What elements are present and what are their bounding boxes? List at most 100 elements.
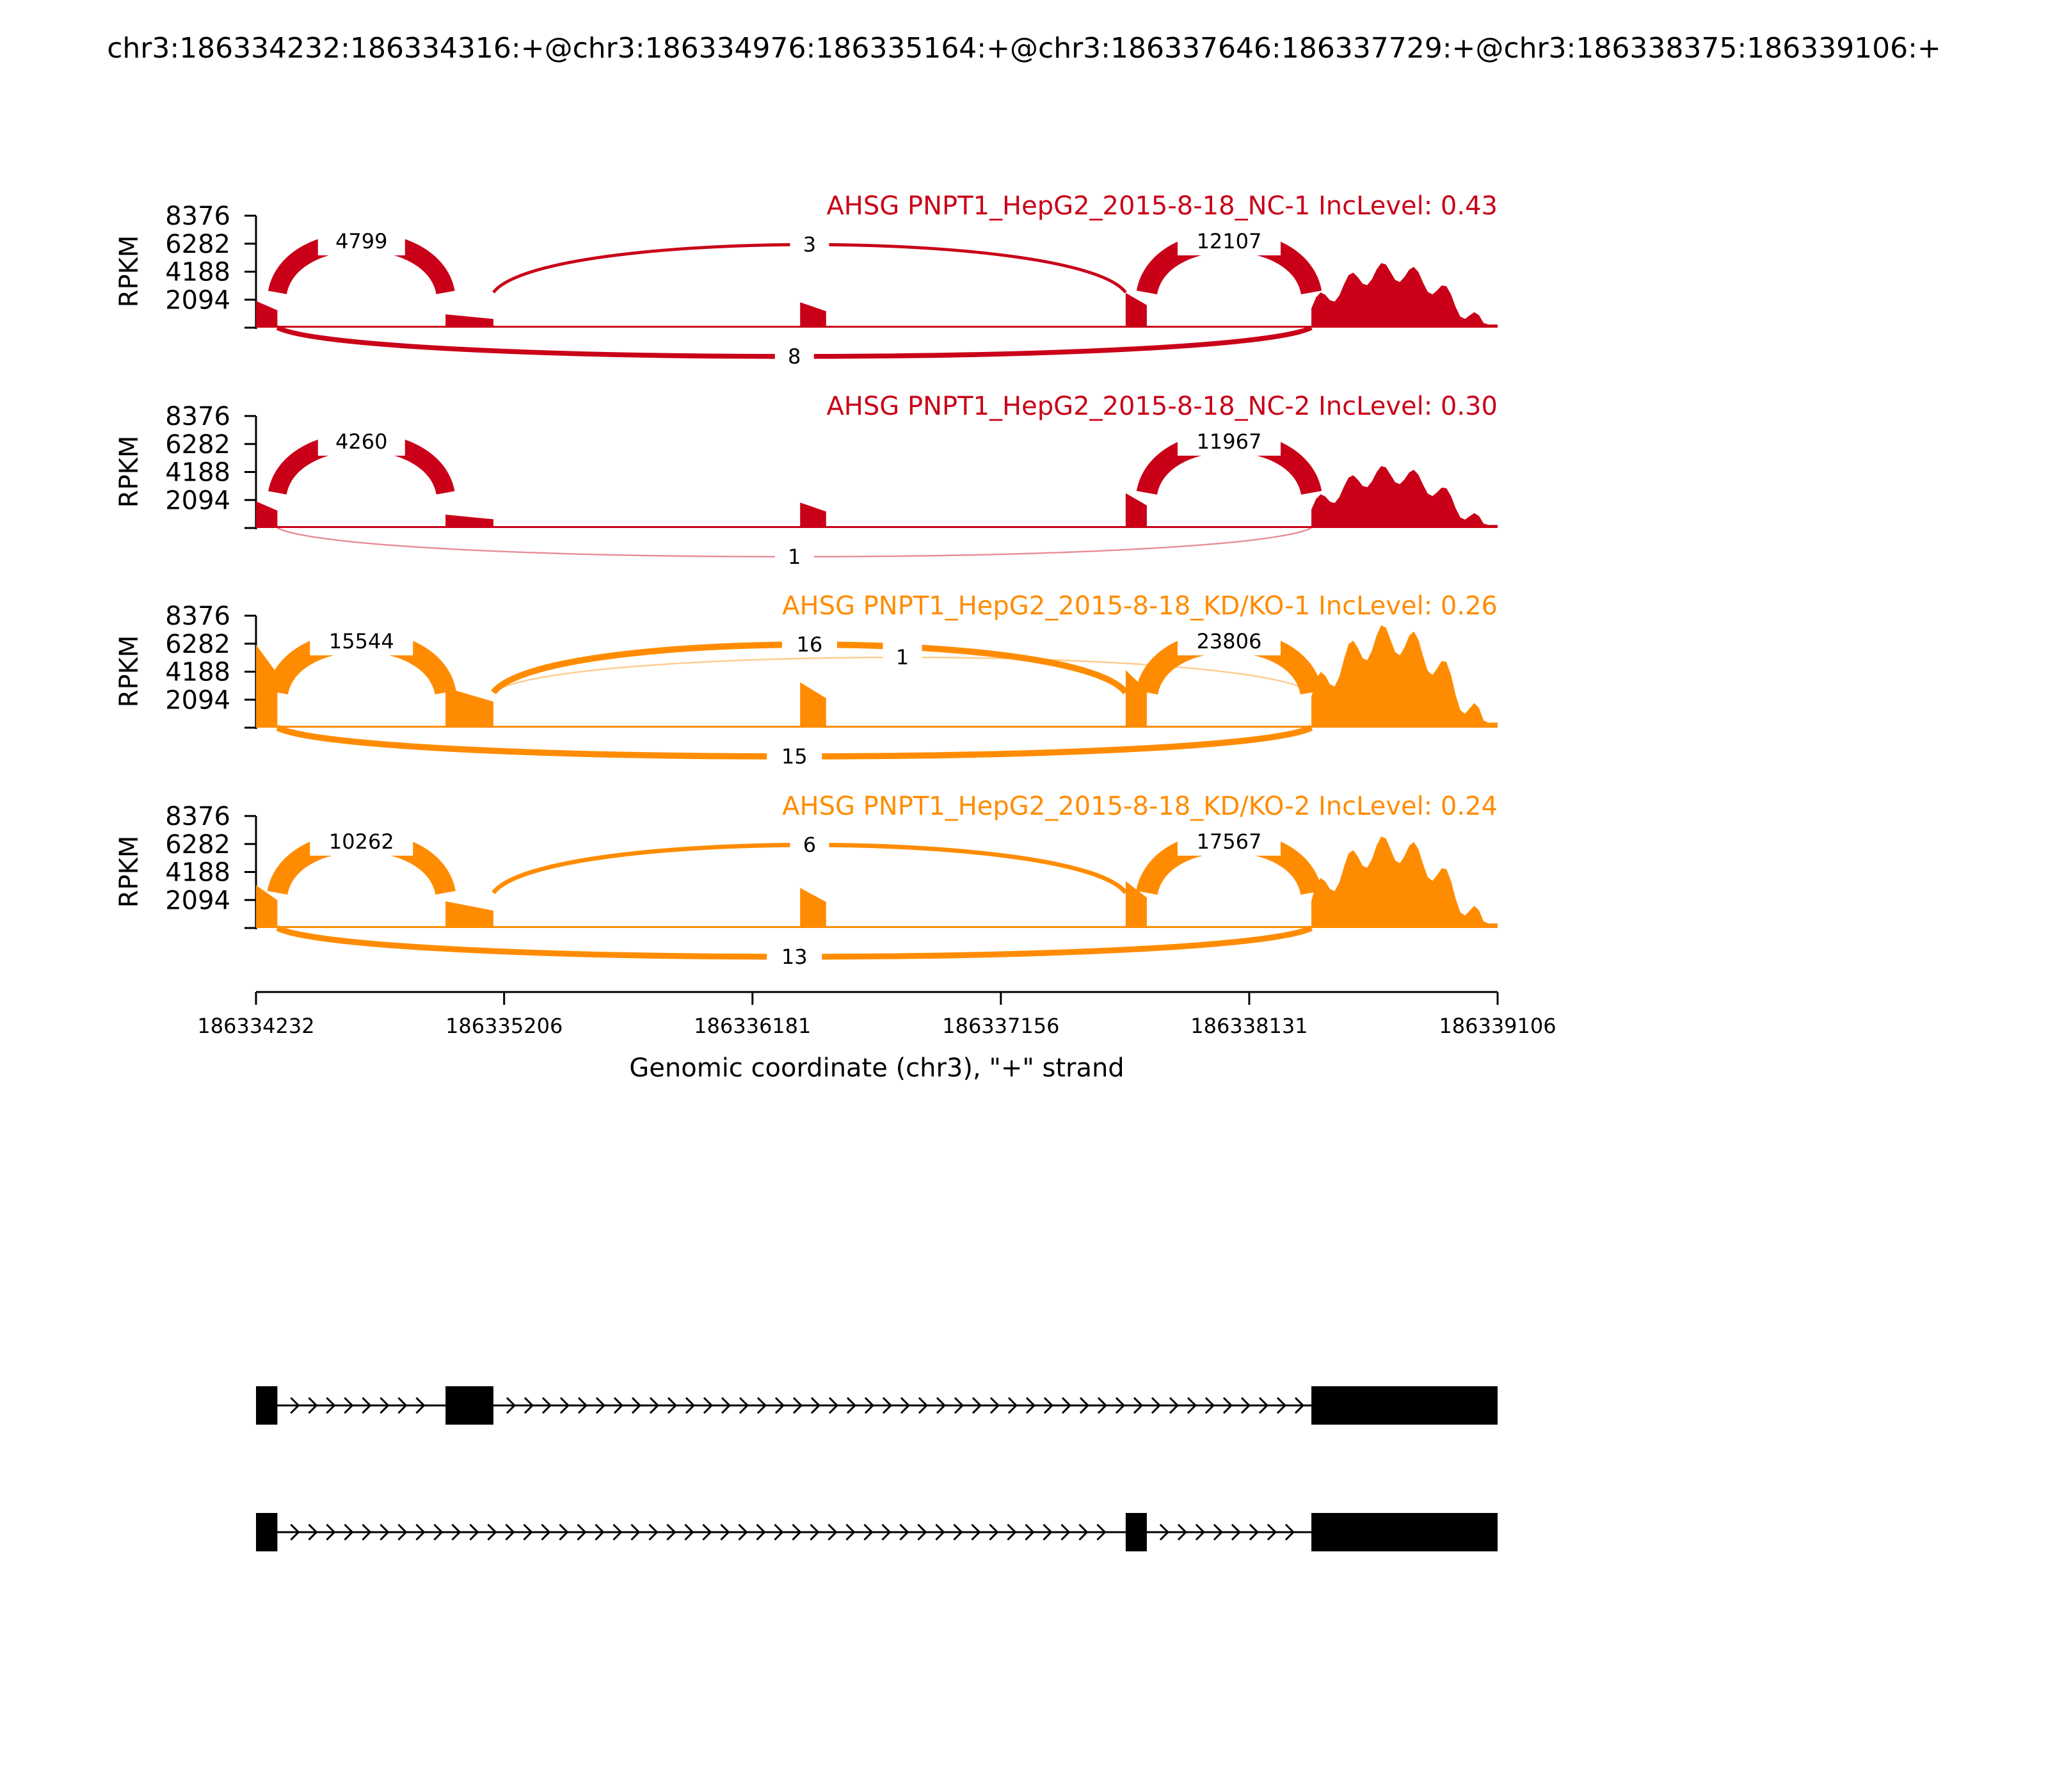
strand-arrow (810, 1396, 821, 1414)
coverage-area (800, 502, 826, 528)
exon-block (256, 1513, 278, 1551)
strand-arrow (415, 1523, 426, 1541)
coverage-baseline (256, 526, 1498, 528)
y-axis-label: RPKM (115, 436, 144, 508)
coverage-area (256, 644, 278, 728)
junction-label-bg (790, 228, 829, 259)
junction-label: 1 (788, 545, 801, 569)
strand-arrow (308, 1396, 318, 1414)
strand-arrow (326, 1523, 336, 1541)
strand-arrow (756, 1396, 767, 1414)
strand-arrow (1007, 1396, 1018, 1414)
series-title: AHSG PNPT1_HepG2_2015-8-18_KD/KO-2 IncLe… (782, 792, 1498, 821)
strand-arrow (702, 1523, 712, 1541)
coverage-area (800, 888, 826, 928)
coverage-area (445, 515, 493, 528)
junction-label: 4260 (335, 429, 387, 454)
junction-label-bg (310, 825, 413, 856)
strand-arrow (1195, 1523, 1206, 1541)
y-axis-label: RPKM (115, 236, 144, 308)
y-axis-label: RPKM (115, 836, 144, 908)
isoform-tracks (256, 1386, 1498, 1551)
y-tick-label: 6282 (165, 230, 230, 259)
exon-block (1311, 1513, 1498, 1551)
strand-arrow (738, 1523, 748, 1541)
coverage-area (1311, 625, 1498, 728)
strand-arrow (612, 1523, 623, 1541)
strand-arrow (1276, 1396, 1287, 1414)
strand-arrow (344, 1523, 354, 1541)
junction-label: 13 (781, 945, 808, 969)
strand-arrow (1097, 1396, 1108, 1414)
strand-arrow (864, 1396, 875, 1414)
x-axis: 186334232 186335206 186336181 186337156 1863… (197, 991, 1556, 1038)
strand-arrow (954, 1396, 964, 1414)
strand-arrow (882, 1396, 893, 1414)
y-tick-label: 2094 (165, 685, 230, 715)
exon-block (1125, 1513, 1147, 1551)
strand-arrow (935, 1523, 945, 1541)
strand-arrow (559, 1523, 569, 1541)
strand-arrow (397, 1396, 408, 1414)
x-tick-label: 186335206 (445, 1014, 563, 1038)
series-title: AHSG PNPT1_HepG2_2015-8-18_KD/KO-1 IncLe… (782, 591, 1498, 621)
strand-arrow (1061, 1396, 1072, 1414)
y-tick-label: 6282 (165, 430, 230, 460)
strand-arrow (397, 1523, 408, 1541)
strand-arrow (792, 1396, 803, 1414)
junction-label: 10262 (329, 829, 394, 854)
strand-arrow (1177, 1523, 1188, 1541)
y-tick-label: 8376 (165, 802, 230, 831)
junction-label: 17567 (1197, 829, 1262, 854)
junction-label-bg (1177, 825, 1281, 856)
strand-arrow (290, 1396, 300, 1414)
strand-arrow (845, 1523, 856, 1541)
coverage-area (1125, 493, 1147, 528)
coverage-area (445, 901, 493, 928)
junction-label-bg (1177, 225, 1281, 255)
strand-arrow (936, 1396, 947, 1414)
strand-arrow (685, 1396, 696, 1414)
junction-label-bg (774, 340, 814, 371)
y-tick-label: 4188 (165, 458, 230, 488)
strand-arrow (523, 1523, 533, 1541)
strand-arrow (631, 1396, 642, 1414)
strand-arrow (506, 1396, 516, 1414)
y-tick-label: 4188 (165, 658, 230, 687)
junction-label-bg (883, 641, 922, 671)
strand-arrow (846, 1396, 857, 1414)
strand-arrow (613, 1396, 624, 1414)
junction-label-bg (1177, 425, 1281, 456)
strand-arrow (863, 1523, 874, 1541)
x-axis-label: Genomic coordinate (chr3), "+" strand (629, 1053, 1124, 1083)
x-tick-label: 186334232 (197, 1014, 314, 1038)
strand-arrow (1213, 1523, 1224, 1541)
strand-arrow (1169, 1396, 1180, 1414)
y-tick-label: 2094 (165, 285, 230, 315)
strand-arrow (899, 1523, 909, 1541)
coverage-area (445, 314, 493, 328)
coverage-area (1125, 670, 1147, 728)
strand-arrow (703, 1396, 714, 1414)
coverage-area (1125, 881, 1147, 928)
exon-block (1311, 1386, 1498, 1425)
y-tick-label: 6282 (165, 630, 230, 659)
strand-arrow (649, 1396, 660, 1414)
y-axis-label: RPKM (115, 636, 144, 708)
y-tick-label: 4188 (165, 258, 230, 287)
coverage-area (800, 302, 826, 328)
strand-arrow (720, 1523, 730, 1541)
coverage-baseline (256, 926, 1498, 928)
coverage-area (1125, 292, 1147, 328)
strand-arrow (1222, 1396, 1233, 1414)
strand-arrow (1025, 1396, 1036, 1414)
coverage-area (256, 885, 278, 928)
strand-arrow (989, 1523, 999, 1541)
strand-arrow (756, 1523, 766, 1541)
strand-arrow (1060, 1523, 1071, 1541)
x-tick-label: 186339106 (1439, 1014, 1556, 1038)
x-tick-label: 186336181 (694, 1014, 811, 1038)
